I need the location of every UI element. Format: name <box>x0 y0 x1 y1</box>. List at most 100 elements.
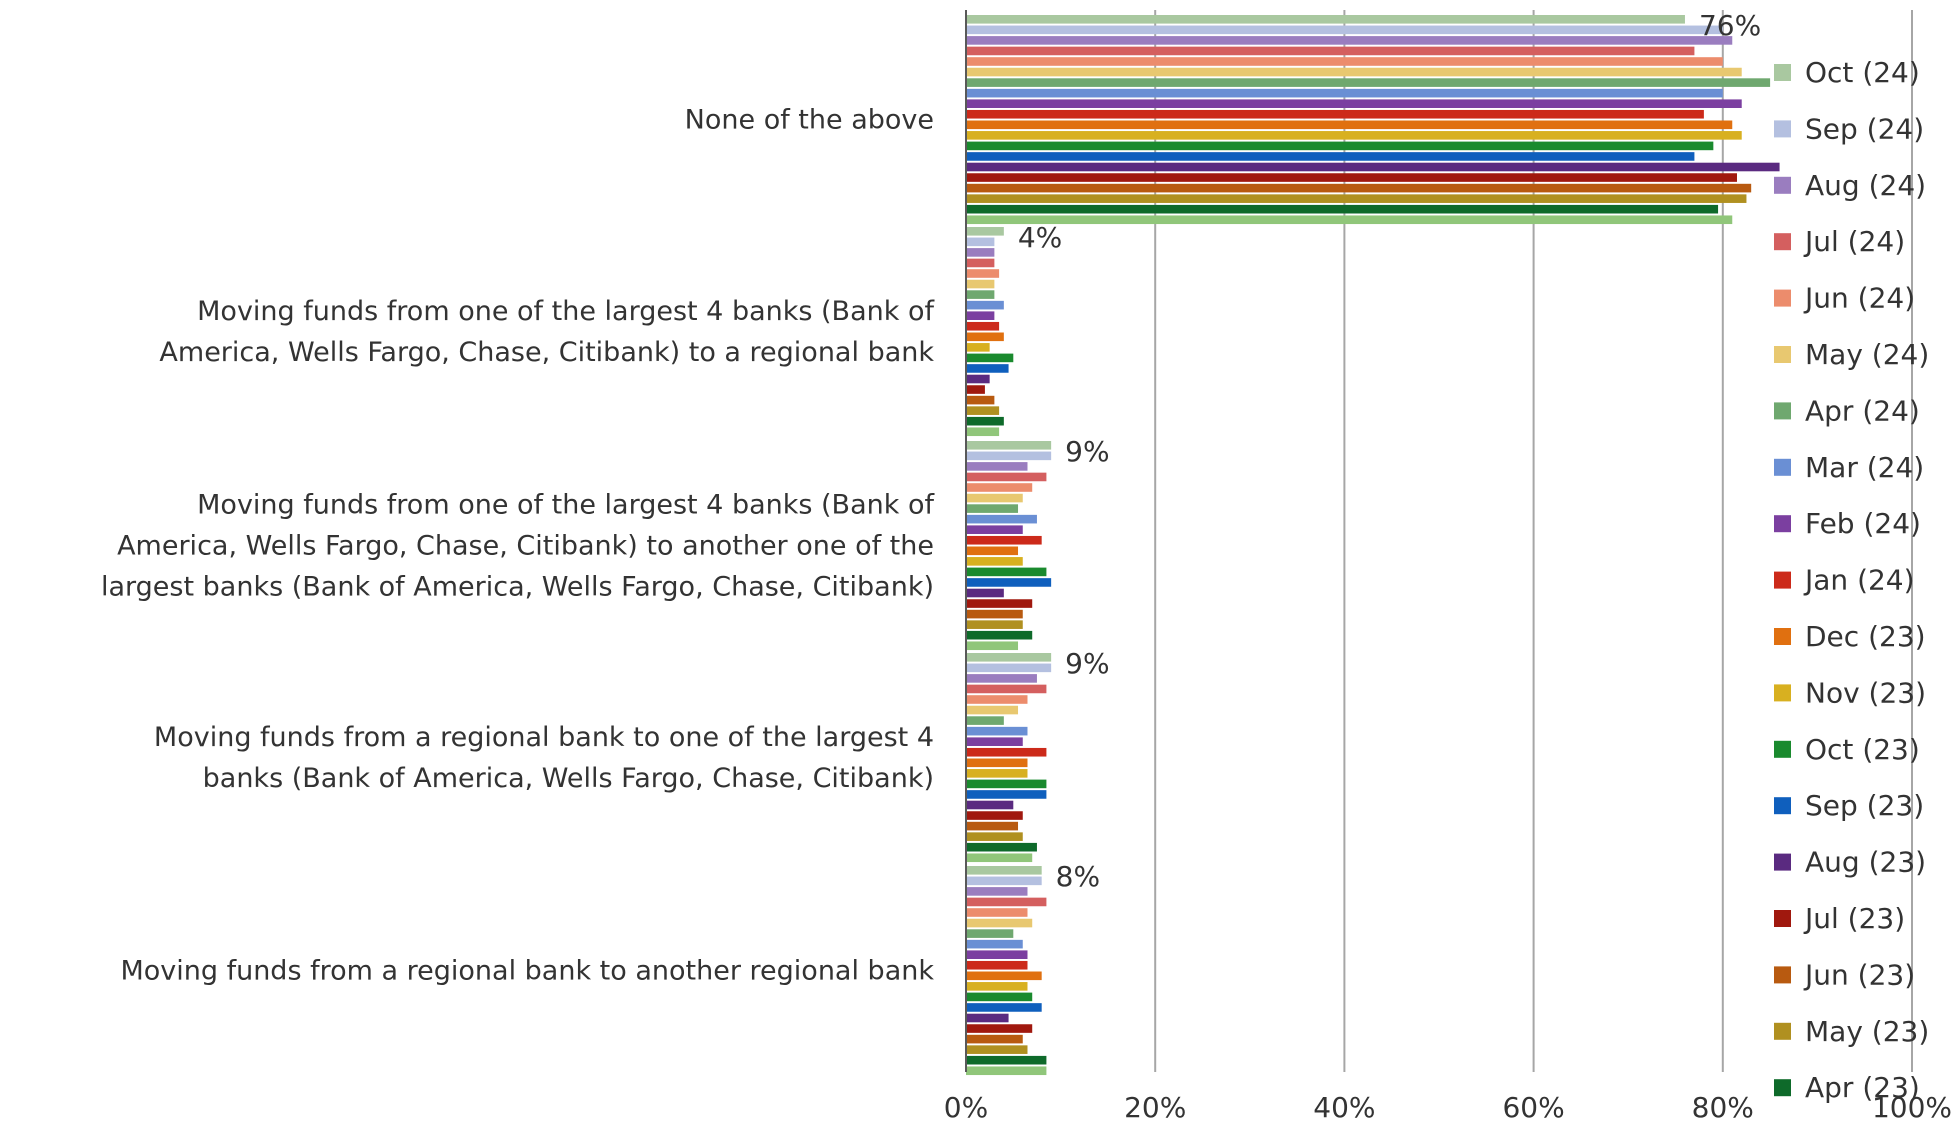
bar <box>966 395 995 405</box>
legend-swatch <box>1774 910 1791 927</box>
bar <box>966 535 1042 545</box>
bar <box>966 109 1704 119</box>
legend-swatch <box>1774 797 1791 815</box>
legend-label: Dec (23) <box>1805 620 1926 653</box>
bar <box>966 747 1047 757</box>
bar <box>966 300 1004 310</box>
legend-label: Jun (23) <box>1803 958 1915 991</box>
category-labels: None of the above Moving funds from one o… <box>101 105 935 987</box>
legend-swatch <box>1774 176 1791 194</box>
bar <box>966 1034 1023 1044</box>
bar <box>966 173 1737 182</box>
bar <box>966 620 1023 629</box>
bar <box>966 588 1004 598</box>
bar <box>966 821 1019 831</box>
bar <box>966 204 1719 214</box>
bar <box>966 237 995 247</box>
bar <box>966 842 1037 852</box>
bar <box>966 483 1033 492</box>
bar <box>966 525 1023 534</box>
bar <box>966 800 1014 810</box>
data-label: 4% <box>1018 221 1062 254</box>
bar <box>966 599 1033 608</box>
bar <box>966 227 1004 236</box>
category-label: Moving funds from one of the largest 4 b… <box>101 490 935 603</box>
bar <box>966 15 1685 24</box>
bar <box>966 982 1028 991</box>
legend-swatch <box>1774 289 1791 307</box>
bar <box>966 790 1047 799</box>
bar <box>966 1045 1028 1054</box>
bar <box>966 1024 1033 1033</box>
bar <box>966 131 1742 140</box>
bar <box>966 462 1028 471</box>
bar <box>966 427 1000 437</box>
bar <box>966 451 1052 461</box>
legend-label: Jul (24) <box>1803 225 1905 258</box>
bar <box>966 514 1037 524</box>
bar <box>966 876 1042 886</box>
bar <box>966 567 1047 577</box>
x-tick-label: 80% <box>1692 1091 1754 1122</box>
bar <box>966 353 1014 363</box>
bar <box>966 364 1009 373</box>
bar <box>966 88 1723 98</box>
legend-label: Oct (24) <box>1805 56 1920 89</box>
bar <box>966 25 1723 35</box>
x-tick-label: 100% <box>1872 1091 1952 1122</box>
bar <box>966 46 1695 56</box>
bar <box>966 406 1000 415</box>
bar <box>966 939 1023 949</box>
legend-label: Jul (23) <box>1803 902 1905 935</box>
legend-swatch <box>1774 515 1791 533</box>
legend-swatch <box>1774 346 1791 363</box>
bar <box>966 653 1052 662</box>
bar <box>966 663 1052 673</box>
bar <box>966 918 1033 928</box>
bar <box>966 332 1004 342</box>
legend-label: Jun (24) <box>1803 282 1915 315</box>
bar <box>966 215 1733 225</box>
bar <box>966 152 1695 161</box>
bar <box>966 887 1028 896</box>
x-tick-label: 0% <box>944 1091 988 1122</box>
data-label: 8% <box>1056 860 1100 893</box>
x-tick-label: 40% <box>1313 1091 1375 1122</box>
legend-label: Aug (24) <box>1805 169 1926 202</box>
legend-label: May (23) <box>1805 1015 1929 1048</box>
bar <box>966 120 1733 130</box>
bar <box>966 992 1033 1002</box>
bar <box>966 1013 1009 1023</box>
legend-swatch <box>1774 1079 1791 1097</box>
data-label: 9% <box>1065 435 1109 468</box>
bar <box>966 311 995 320</box>
bar <box>966 832 1023 841</box>
bar <box>966 578 1052 587</box>
bar <box>966 57 1723 66</box>
bar <box>966 546 1019 556</box>
bar <box>966 641 1019 651</box>
bar <box>966 258 995 268</box>
bar <box>966 674 1037 683</box>
bar <box>966 67 1742 77</box>
bar <box>966 493 1023 503</box>
legend-swatch <box>1774 853 1791 871</box>
bar <box>966 684 1047 694</box>
bar <box>966 779 1047 789</box>
bar <box>966 1003 1042 1012</box>
bar <box>966 908 1028 917</box>
bar <box>966 374 990 384</box>
category-label: Moving funds from one of the largest 4 b… <box>159 296 935 368</box>
bar <box>966 811 1023 820</box>
legend-swatch <box>1774 64 1791 81</box>
bar <box>966 950 1028 959</box>
legend-label: May (24) <box>1805 338 1929 371</box>
bar <box>966 290 995 299</box>
bar <box>966 557 1023 566</box>
data-labels: 76% 4% 9% 9% 8% <box>1018 9 1761 893</box>
bar <box>966 141 1714 151</box>
legend-swatch <box>1774 120 1791 138</box>
data-label: 76% <box>1699 9 1761 42</box>
bar <box>966 1066 1047 1076</box>
